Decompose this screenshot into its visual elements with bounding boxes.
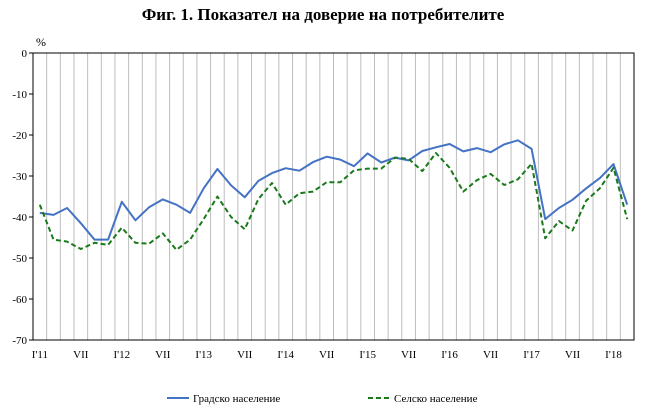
y-tick-label: -50 bbox=[12, 253, 27, 265]
x-tick-label: VII bbox=[565, 349, 581, 361]
legend-label: Градско население bbox=[193, 393, 280, 405]
y-tick-label: -70 bbox=[12, 335, 27, 347]
x-tick-label: I'15 bbox=[359, 349, 376, 361]
y-tick-label: -30 bbox=[12, 171, 27, 183]
y-tick-label: -60 bbox=[12, 294, 27, 306]
y-unit-label: % bbox=[36, 35, 46, 49]
x-axis: I'11 VII I'12 VII I'13 VII I'14 VII I'15 VII I'16 V… bbox=[32, 349, 623, 361]
x-tick-label: VII bbox=[483, 349, 499, 361]
x-tick-label: VII bbox=[319, 349, 335, 361]
x-tick-label: I'11 bbox=[32, 349, 48, 361]
chart-title: Фиг. 1. Показател на доверие на потребит… bbox=[141, 5, 505, 24]
legend: Градско население Селско население bbox=[167, 393, 478, 405]
series-line-urban bbox=[39, 139, 629, 241]
y-tick-label: -20 bbox=[12, 130, 27, 142]
x-tick-label: VII bbox=[401, 349, 417, 361]
x-tick-label: I'12 bbox=[113, 349, 130, 361]
y-tick-label: 0 bbox=[22, 48, 28, 60]
vertical-gridlines bbox=[46, 53, 621, 340]
y-tick-label: -10 bbox=[12, 89, 27, 101]
legend-label: Селско население bbox=[394, 393, 478, 405]
x-tick-label: VII bbox=[237, 349, 253, 361]
series-line-rural bbox=[38, 152, 629, 251]
series-lines bbox=[38, 139, 629, 251]
x-tick-label: I'18 bbox=[605, 349, 622, 361]
x-tick-label: I'16 bbox=[441, 349, 458, 361]
x-tick-label: VII bbox=[155, 349, 171, 361]
plot-frame bbox=[32, 52, 635, 341]
y-tick-label: -40 bbox=[12, 212, 27, 224]
x-tick-label: I'14 bbox=[277, 349, 294, 361]
x-tick-label: I'13 bbox=[195, 349, 212, 361]
x-tick-label: I'17 bbox=[523, 349, 540, 361]
x-tick-label: VII bbox=[73, 349, 89, 361]
y-axis: 0 -10 -20 -30 -40 -50 -60 -70 bbox=[12, 48, 33, 347]
